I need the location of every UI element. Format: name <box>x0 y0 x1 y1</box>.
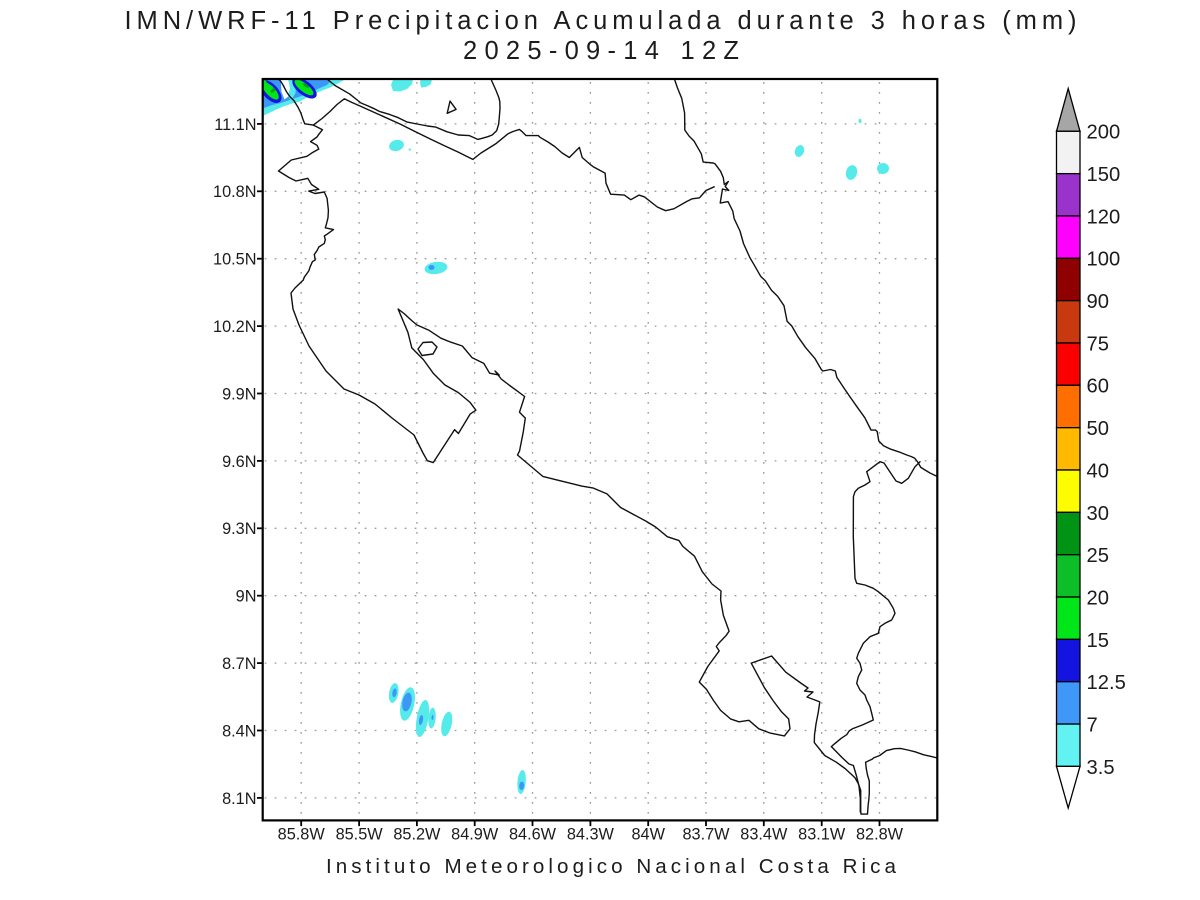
svg-text:3.5: 3.5 <box>1087 757 1115 779</box>
svg-text:90: 90 <box>1087 291 1109 313</box>
svg-text:10.8N: 10.8N <box>213 183 256 201</box>
svg-text:84.6W: 84.6W <box>509 826 557 844</box>
svg-text:83.4W: 83.4W <box>740 826 788 844</box>
svg-text:60: 60 <box>1087 376 1109 398</box>
svg-text:40: 40 <box>1087 460 1109 482</box>
svg-text:84.3W: 84.3W <box>567 826 615 844</box>
svg-text:Instituto Meteorologico Nacion: Instituto Meteorologico Nacional Costa R… <box>326 855 897 878</box>
svg-text:11.1N: 11.1N <box>214 116 256 134</box>
svg-text:50: 50 <box>1087 418 1109 440</box>
svg-text:30: 30 <box>1087 503 1109 525</box>
svg-text:84W: 84W <box>631 826 665 844</box>
svg-text:83.7W: 83.7W <box>682 826 730 844</box>
svg-text:150: 150 <box>1087 164 1121 186</box>
svg-text:84.9W: 84.9W <box>451 826 499 844</box>
svg-text:9.6N: 9.6N <box>222 453 256 471</box>
svg-text:85.8W: 85.8W <box>278 826 326 844</box>
svg-text:8.1N: 8.1N <box>222 790 256 808</box>
svg-text:10.5N: 10.5N <box>213 251 256 269</box>
svg-text:10.2N: 10.2N <box>213 318 256 336</box>
svg-text:200: 200 <box>1087 122 1121 144</box>
svg-text:120: 120 <box>1087 206 1121 228</box>
svg-text:75: 75 <box>1087 333 1109 355</box>
svg-text:9N: 9N <box>236 588 257 606</box>
svg-text:9.9N: 9.9N <box>222 385 256 403</box>
svg-text:25: 25 <box>1087 545 1109 567</box>
svg-text:85.2W: 85.2W <box>393 826 441 844</box>
svg-text:20: 20 <box>1087 587 1109 609</box>
svg-text:9.3N: 9.3N <box>222 520 256 538</box>
svg-text:82.8W: 82.8W <box>856 826 904 844</box>
svg-text:100: 100 <box>1087 249 1121 271</box>
svg-text:8.4N: 8.4N <box>222 722 256 740</box>
svg-text:8.7N: 8.7N <box>222 655 256 673</box>
svg-text:7: 7 <box>1087 715 1098 737</box>
svg-text:15: 15 <box>1087 630 1109 652</box>
svg-text:85.5W: 85.5W <box>336 826 384 844</box>
svg-text:83.1W: 83.1W <box>798 826 846 844</box>
svg-text:12.5: 12.5 <box>1087 672 1126 694</box>
